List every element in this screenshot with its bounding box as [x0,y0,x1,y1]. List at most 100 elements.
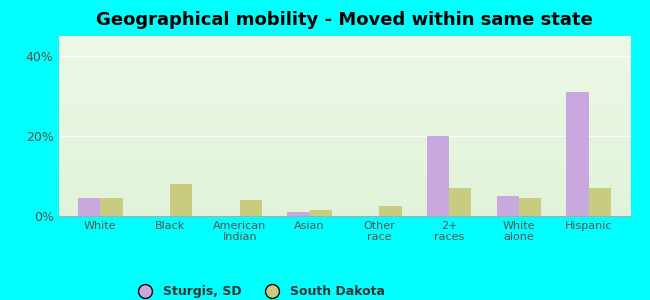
Bar [58,153,630,154]
Bar [58,46,630,47]
Bar [58,170,630,171]
Bar [58,191,630,192]
Bar [58,172,630,173]
Bar [58,101,630,102]
Bar [58,100,630,101]
Bar [58,167,630,168]
Bar [58,89,630,90]
Bar [58,61,630,62]
Bar [58,215,630,216]
Bar [58,148,630,149]
Bar [58,180,630,181]
Bar [58,171,630,172]
Bar [58,165,630,166]
Bar [58,85,630,86]
Bar [58,88,630,89]
Bar [58,36,630,37]
Bar [58,188,630,189]
Bar [58,201,630,202]
Bar [58,106,630,107]
Bar [58,67,630,68]
Bar [58,209,630,210]
Bar [58,44,630,45]
Bar [58,193,630,194]
Bar [58,98,630,99]
Bar [58,71,630,72]
Bar [58,203,630,204]
Bar [58,66,630,67]
Bar [58,177,630,178]
Bar [58,183,630,184]
Bar [58,212,630,213]
Bar [58,199,630,200]
Bar [58,115,630,116]
Bar [58,120,630,121]
Bar [58,176,630,177]
Bar [58,56,630,57]
Bar [58,181,630,182]
Bar [58,151,630,152]
Bar [58,87,630,88]
Bar [58,213,630,214]
Bar [449,188,471,216]
Bar [58,62,630,63]
Bar [58,124,630,125]
Bar [58,164,630,165]
Bar [58,174,630,175]
Bar [58,143,630,144]
Bar [58,155,630,156]
Bar [58,85,630,86]
Bar [58,96,630,97]
Bar [58,59,630,60]
Bar [58,38,630,39]
Bar [58,173,630,174]
Bar [58,104,630,105]
Bar [58,86,630,87]
Bar [58,190,630,191]
Bar [58,144,630,145]
Bar [58,39,630,40]
Bar [58,189,630,190]
Bar [58,129,630,130]
Bar [58,117,630,118]
Bar [58,53,630,54]
Bar [58,146,630,147]
Bar [58,54,630,55]
Bar [58,187,630,188]
Bar [58,49,630,50]
Bar [58,159,630,160]
Bar [58,175,630,176]
Bar [58,162,630,163]
Bar [58,160,630,161]
Bar [58,65,630,66]
Bar [58,93,630,94]
Bar [58,208,630,209]
Bar [58,152,630,153]
Bar [58,73,630,74]
Bar [58,42,630,43]
Bar [58,149,630,150]
Bar [58,135,630,136]
Bar [58,131,630,132]
Bar [58,105,630,106]
Bar [58,52,630,53]
Bar [58,134,630,135]
Bar [58,194,630,195]
Bar [58,168,630,169]
Bar [58,202,630,203]
Bar [58,60,630,61]
Bar [58,192,630,193]
Bar [58,97,630,98]
Bar [58,75,630,76]
Bar [58,45,630,46]
Bar [58,64,630,65]
Bar [58,137,630,138]
Bar [58,77,630,78]
Bar [58,58,630,59]
Bar [58,92,630,93]
Bar [58,55,630,56]
Bar [58,211,630,212]
Bar [58,123,630,124]
Bar [58,156,630,157]
Bar [58,99,630,100]
